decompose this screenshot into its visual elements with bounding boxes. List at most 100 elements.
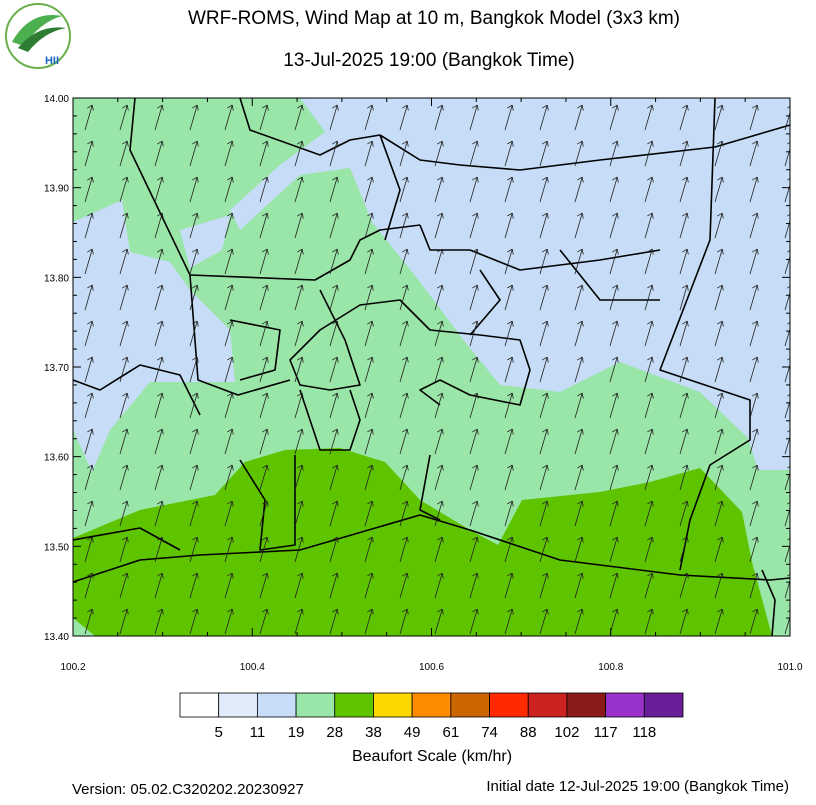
wind-arrow <box>434 536 444 563</box>
wind-arrow <box>259 608 269 635</box>
wind-arrow <box>119 572 129 599</box>
wind-arrow <box>679 572 689 599</box>
legend-label: 117 <box>594 724 618 741</box>
wind-arrow <box>224 212 234 239</box>
wind-arrow <box>259 572 269 599</box>
wind-arrow <box>294 284 304 311</box>
wind-arrow <box>574 176 584 203</box>
logo-leaf <box>12 15 62 46</box>
wind-arrow <box>469 356 479 383</box>
wind-arrow <box>609 284 619 311</box>
wind-arrow <box>609 104 619 131</box>
x-tick-label: 100.6 <box>419 662 444 673</box>
wind-arrow <box>644 284 654 311</box>
legend-label: 11 <box>250 724 266 741</box>
wind-arrow <box>504 140 514 167</box>
wind-arrow <box>119 248 129 275</box>
wind-arrow <box>189 464 199 491</box>
wind-arrow <box>329 464 339 491</box>
wind-arrow <box>364 212 374 239</box>
wind-arrow <box>259 500 269 527</box>
y-tick-label: 13.60 <box>44 453 69 464</box>
wind-arrow <box>154 284 164 311</box>
wind-arrow <box>574 536 584 563</box>
wind-arrow <box>364 608 374 635</box>
wind-arrow <box>469 428 479 455</box>
wind-arrow <box>504 284 514 311</box>
wind-arrow <box>119 140 129 167</box>
wind-arrow <box>294 392 304 419</box>
wind-arrow <box>644 356 654 383</box>
wind-arrow <box>84 428 94 455</box>
wind-zone <box>73 448 772 636</box>
boundaries <box>73 98 790 636</box>
wind-arrow <box>749 392 759 419</box>
wind-arrow <box>539 500 549 527</box>
wind-arrow <box>294 536 304 563</box>
wind-arrow <box>154 500 164 527</box>
wind-arrow <box>154 212 164 239</box>
color-swatch <box>450 692 490 718</box>
legend-label: 61 <box>443 724 460 741</box>
wind-arrow <box>399 104 409 131</box>
wind-arrow <box>469 176 479 203</box>
wind-arrow <box>434 356 444 383</box>
wind-arrow <box>119 464 129 491</box>
wind-arrow <box>329 356 339 383</box>
wind-arrow <box>224 464 234 491</box>
color-swatch <box>643 692 684 718</box>
legend-label: 5 <box>215 724 223 741</box>
legend-label: 118 <box>632 724 656 741</box>
wind-arrow <box>259 392 269 419</box>
wind-arrow <box>749 284 759 311</box>
legend-label: 74 <box>481 724 498 741</box>
wind-arrow <box>224 104 234 131</box>
wind-arrow <box>329 536 339 563</box>
wind-arrow <box>504 248 514 275</box>
wind-arrow <box>224 176 234 203</box>
wind-arrow <box>609 392 619 419</box>
wind-arrow <box>679 212 689 239</box>
wind-arrow <box>609 248 619 275</box>
wind-arrow <box>434 212 444 239</box>
wind-arrow <box>644 248 654 275</box>
wind-arrow <box>329 320 339 347</box>
wind-arrow <box>84 284 94 311</box>
color-swatch <box>605 692 645 718</box>
wind-arrow <box>364 572 374 599</box>
wind-arrow <box>119 392 129 419</box>
wind-arrow <box>714 176 724 203</box>
wind-arrow <box>84 176 94 203</box>
wind-arrow <box>84 572 94 599</box>
wind-arrow <box>714 284 724 311</box>
wind-arrow <box>749 356 759 383</box>
wind-arrow <box>399 284 409 311</box>
color-swatch <box>218 692 258 718</box>
y-tick-label: 13.70 <box>44 363 69 374</box>
wind-arrow <box>574 140 584 167</box>
wind-arrow <box>224 320 234 347</box>
wind-arrow <box>469 500 479 527</box>
wind-arrow <box>329 284 339 311</box>
wind-arrow <box>539 320 549 347</box>
wind-arrow <box>189 212 199 239</box>
wind-arrow <box>749 428 759 455</box>
wind-arrow <box>224 248 234 275</box>
wind-arrow <box>364 392 374 419</box>
wind-arrow <box>574 356 584 383</box>
wind-arrow <box>154 464 164 491</box>
wind-arrow <box>84 104 94 131</box>
wind-arrow <box>259 248 269 275</box>
wind-arrow <box>714 212 724 239</box>
wind-arrow <box>84 320 94 347</box>
wind-arrow <box>609 320 619 347</box>
wind-arrow <box>714 104 724 131</box>
wind-arrow <box>119 104 129 131</box>
wind-arrow <box>154 320 164 347</box>
wind-arrow <box>364 284 374 311</box>
wind-arrow <box>714 392 724 419</box>
wind-arrow <box>749 572 759 599</box>
wind-arrow <box>679 464 689 491</box>
wind-arrow <box>329 392 339 419</box>
wind-arrow <box>294 608 304 635</box>
